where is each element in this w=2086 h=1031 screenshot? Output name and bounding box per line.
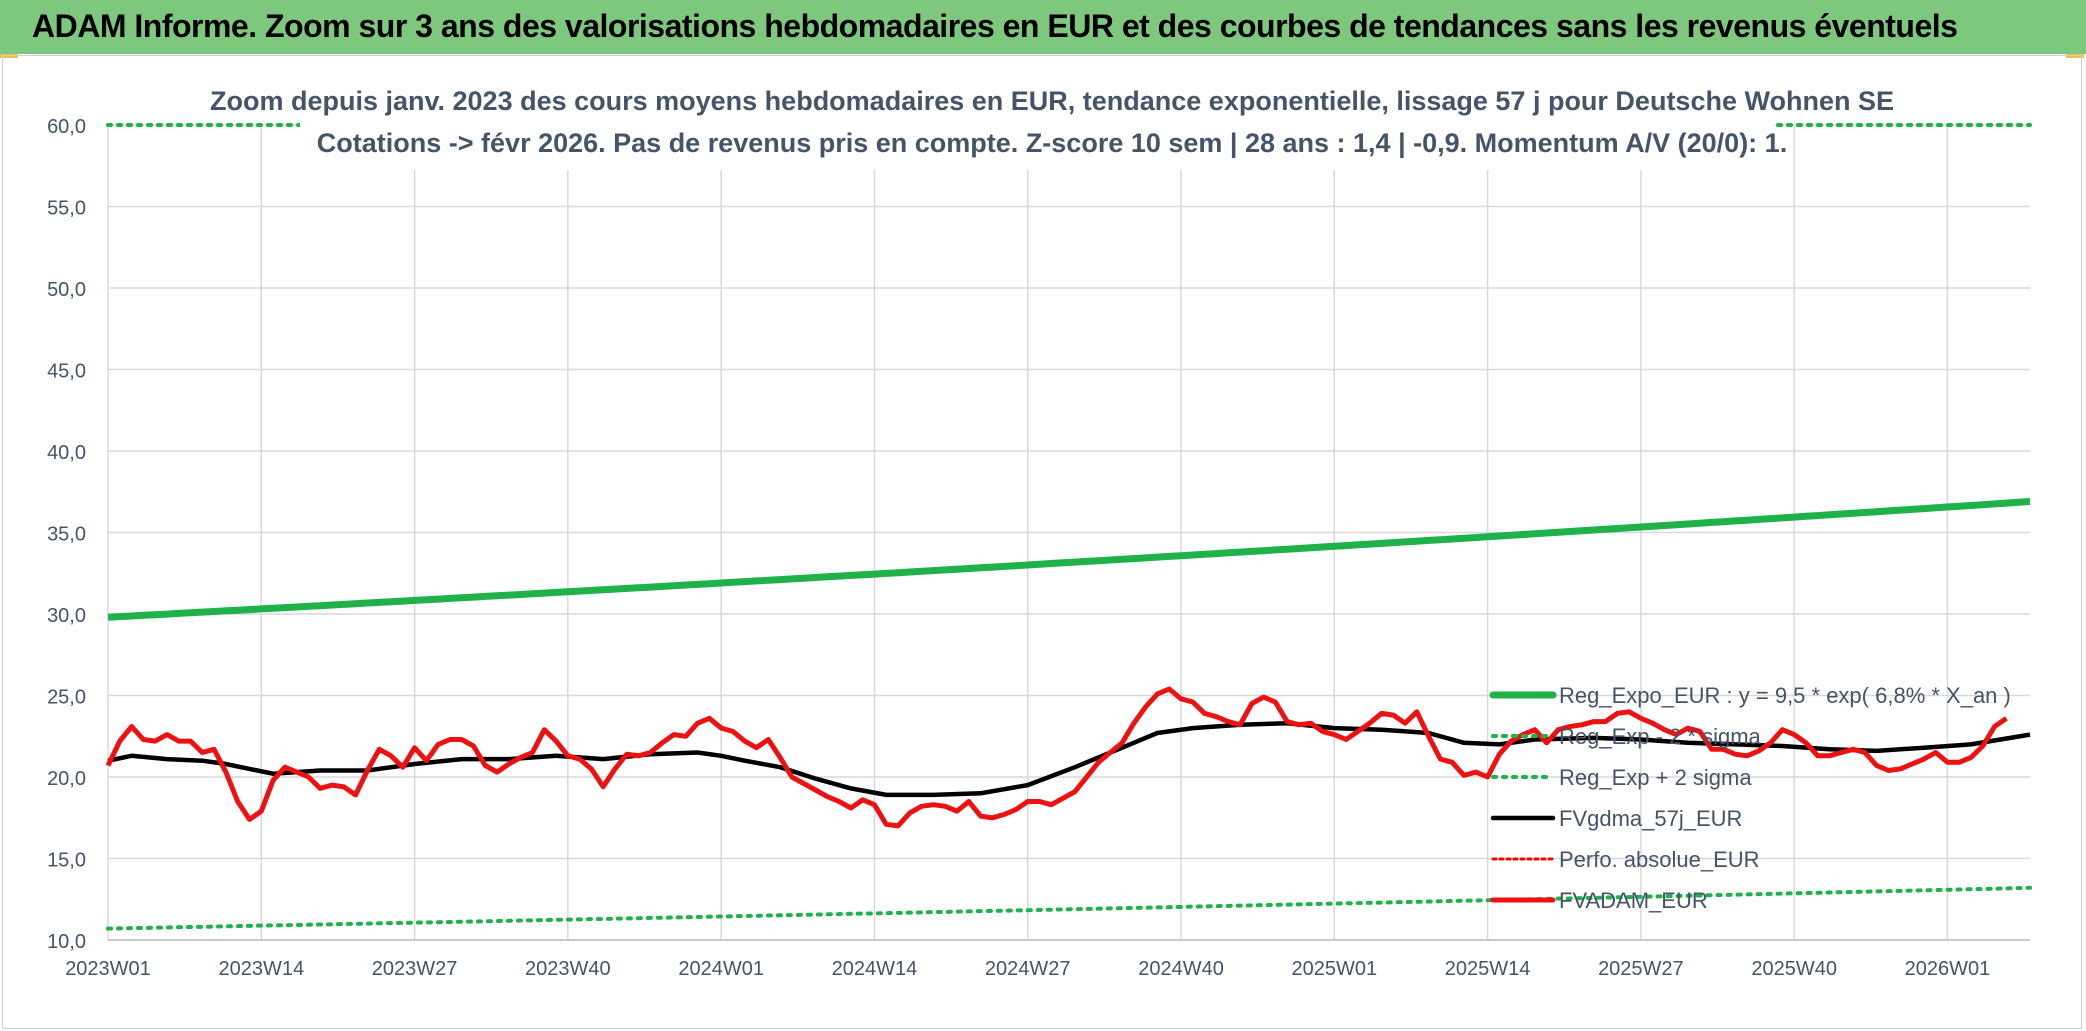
grid-lines bbox=[107, 124, 2030, 941]
x-tick-label: 2023W01 bbox=[65, 958, 151, 980]
y-tick-label: 20,0 bbox=[47, 768, 86, 790]
y-tick-label: 30,0 bbox=[47, 605, 86, 627]
chart-title: Zoom depuis janv. 2023 des cours moyens … bbox=[210, 86, 1894, 116]
x-tick-label: 2026W01 bbox=[1905, 958, 1991, 980]
legend-label: Reg_Exp - 2 * sigma bbox=[1559, 724, 1762, 749]
x-axis-labels: 2023W01 2023W14 2023W27 2023W40 2024W01 2024W… bbox=[65, 958, 1990, 980]
series-line-reg-exp-minus-2-sigma bbox=[106, 885, 2032, 931]
y-tick-label: 50,0 bbox=[47, 279, 86, 301]
x-tick-label: 2024W01 bbox=[678, 958, 764, 980]
x-tick-label: 2024W27 bbox=[985, 958, 1071, 980]
legend-label: Reg_Exp + 2 sigma bbox=[1559, 765, 1752, 790]
chart-subtitle: Cotations -> févr 2026. Pas de revenus p… bbox=[317, 128, 1787, 158]
title-backdrop bbox=[300, 78, 1775, 170]
legend-label: Perfo. absolue_EUR bbox=[1559, 847, 1760, 872]
series-line-fvgdma bbox=[107, 720, 2031, 798]
y-tick-label: 15,0 bbox=[47, 850, 86, 872]
x-tick-label: 2024W40 bbox=[1138, 958, 1224, 980]
corner-mark-right bbox=[2066, 54, 2084, 58]
legend-label: FVADAM_EUR bbox=[1559, 888, 1708, 913]
chart-titles: Zoom depuis janv. 2023 des cours moyens … bbox=[210, 78, 1894, 170]
legend: Reg_Expo_EUR : y = 9,5 * exp( 6,8% * X_a… bbox=[1489, 683, 2011, 913]
y-axis-labels: 10,0 15,0 20,0 25,0 30,0 35,0 40,0 45,0 50,0 55,0… bbox=[47, 116, 86, 953]
x-tick-label: 2023W14 bbox=[218, 958, 304, 980]
legend-label: FVgdma_57j_EUR bbox=[1559, 806, 1742, 831]
chart-frame bbox=[2, 55, 2082, 1029]
x-tick-label: 2023W40 bbox=[525, 958, 611, 980]
legend-label: Reg_Expo_EUR : y = 9,5 * exp( 6,8% * X_a… bbox=[1559, 683, 2011, 708]
header-bar: ADAM Informe. Zoom sur 3 ans des valoris… bbox=[0, 0, 2086, 54]
x-tick-label: 2024W14 bbox=[832, 958, 918, 980]
x-tick-label: 2025W27 bbox=[1598, 958, 1684, 980]
x-tick-label: 2025W01 bbox=[1291, 958, 1377, 980]
corner-mark-left bbox=[0, 54, 18, 58]
x-tick-label: 2025W40 bbox=[1751, 958, 1837, 980]
y-tick-label: 60,0 bbox=[47, 116, 86, 138]
y-tick-label: 45,0 bbox=[47, 361, 86, 383]
y-tick-label: 35,0 bbox=[47, 524, 86, 546]
page-title: ADAM Informe. Zoom sur 3 ans des valoris… bbox=[32, 8, 1958, 44]
x-tick-label: 2025W14 bbox=[1445, 958, 1531, 980]
y-tick-label: 55,0 bbox=[47, 198, 86, 220]
x-tick-label: 2023W27 bbox=[372, 958, 458, 980]
series-line-fvadam bbox=[105, 686, 2008, 829]
y-tick-label: 40,0 bbox=[47, 442, 86, 464]
series-line-reg-expo bbox=[107, 498, 2031, 621]
y-tick-label: 25,0 bbox=[47, 687, 86, 709]
y-tick-label: 10,0 bbox=[47, 931, 86, 953]
